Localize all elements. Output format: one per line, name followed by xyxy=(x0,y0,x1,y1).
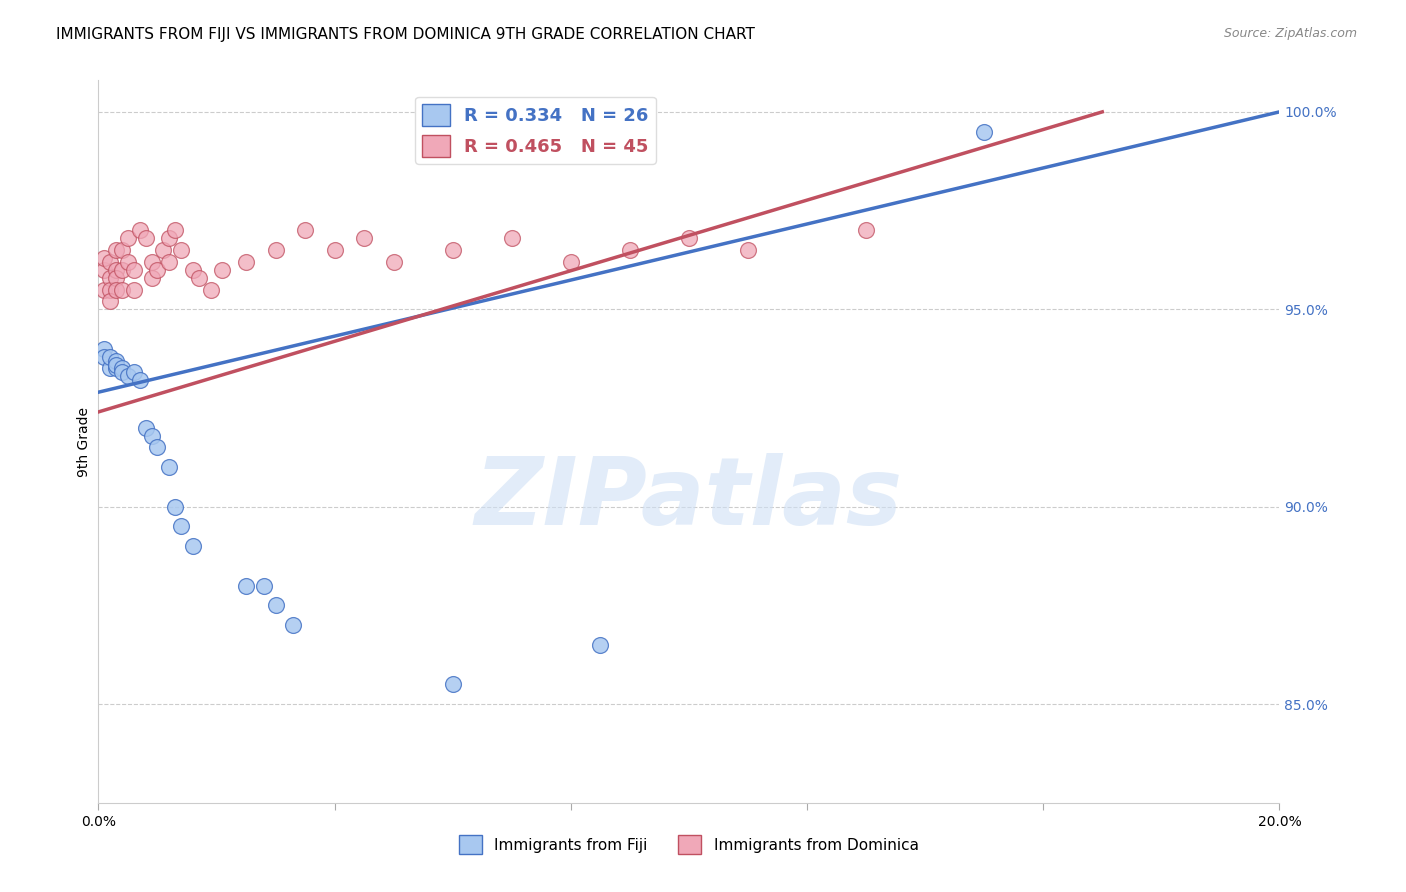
Point xyxy=(146,441,169,455)
Point xyxy=(501,231,523,245)
Point xyxy=(117,231,139,245)
Point xyxy=(235,579,257,593)
Point xyxy=(165,500,187,514)
Point xyxy=(105,283,128,297)
Point xyxy=(973,125,995,139)
Point xyxy=(122,366,145,380)
Point xyxy=(98,270,121,285)
Point xyxy=(152,243,174,257)
Point xyxy=(323,243,346,257)
Point xyxy=(157,231,180,245)
Point xyxy=(135,421,157,435)
Point xyxy=(98,255,121,269)
Point xyxy=(187,270,209,285)
Text: Source: ZipAtlas.com: Source: ZipAtlas.com xyxy=(1223,27,1357,40)
Point xyxy=(211,262,233,277)
Point xyxy=(157,255,180,269)
Point xyxy=(111,361,134,376)
Point xyxy=(382,255,405,269)
Point xyxy=(589,638,612,652)
Point xyxy=(619,243,641,257)
Point xyxy=(122,283,145,297)
Point xyxy=(170,519,193,533)
Point xyxy=(128,223,150,237)
Point xyxy=(170,243,193,257)
Point xyxy=(105,262,128,277)
Point xyxy=(141,428,163,442)
Point xyxy=(264,599,287,613)
Point xyxy=(117,369,139,384)
Point xyxy=(283,618,305,632)
Point xyxy=(141,270,163,285)
Point xyxy=(737,243,759,257)
Point xyxy=(157,460,180,475)
Point xyxy=(105,358,128,372)
Point xyxy=(111,283,134,297)
Point xyxy=(98,361,121,376)
Point xyxy=(353,231,375,245)
Point xyxy=(93,350,115,364)
Text: ZIPatlas: ZIPatlas xyxy=(475,453,903,545)
Point xyxy=(165,223,187,237)
Point xyxy=(98,294,121,309)
Point xyxy=(93,342,115,356)
Point xyxy=(855,223,877,237)
Point xyxy=(678,231,700,245)
Legend: Immigrants from Fiji, Immigrants from Dominica: Immigrants from Fiji, Immigrants from Do… xyxy=(453,830,925,860)
Point xyxy=(98,350,121,364)
Point xyxy=(141,255,163,269)
Point xyxy=(441,243,464,257)
Point xyxy=(93,251,115,265)
Y-axis label: 9th Grade: 9th Grade xyxy=(77,407,91,476)
Point xyxy=(294,223,316,237)
Point xyxy=(93,262,115,277)
Point xyxy=(128,373,150,387)
Point xyxy=(560,255,582,269)
Point xyxy=(105,353,128,368)
Point xyxy=(105,243,128,257)
Point xyxy=(105,270,128,285)
Point xyxy=(181,539,204,553)
Point xyxy=(146,262,169,277)
Point xyxy=(105,361,128,376)
Point xyxy=(111,262,134,277)
Point xyxy=(135,231,157,245)
Point xyxy=(98,283,121,297)
Point xyxy=(181,262,204,277)
Point xyxy=(253,579,276,593)
Point xyxy=(111,243,134,257)
Point xyxy=(264,243,287,257)
Text: IMMIGRANTS FROM FIJI VS IMMIGRANTS FROM DOMINICA 9TH GRADE CORRELATION CHART: IMMIGRANTS FROM FIJI VS IMMIGRANTS FROM … xyxy=(56,27,755,42)
Point xyxy=(93,283,115,297)
Point xyxy=(235,255,257,269)
Point xyxy=(111,366,134,380)
Point xyxy=(200,283,222,297)
Point xyxy=(441,677,464,691)
Point xyxy=(122,262,145,277)
Point xyxy=(117,255,139,269)
